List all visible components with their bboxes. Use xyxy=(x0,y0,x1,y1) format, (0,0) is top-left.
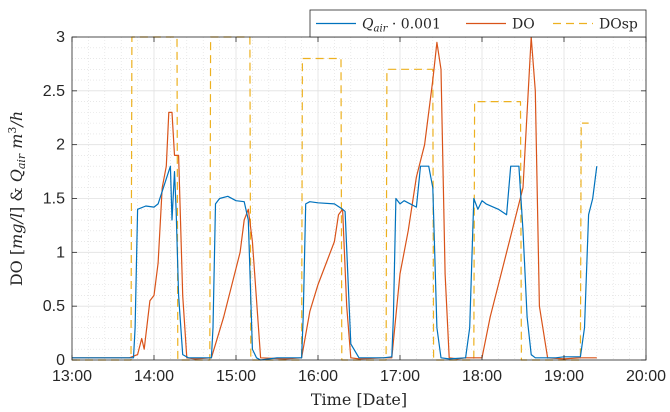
y-title-q-sub: air xyxy=(15,153,28,169)
y-tick-label: 2 xyxy=(56,137,65,154)
y-tick-label: 1.5 xyxy=(43,191,65,208)
y-title-pre: DO [ xyxy=(7,249,26,286)
x-tick-label: 14:00 xyxy=(134,368,174,385)
y-title-q: Q xyxy=(7,169,26,182)
y-title-m: m xyxy=(7,134,26,154)
legend: Qair · 0.001 DO DOsp xyxy=(309,9,647,38)
legend-label-dosp: DOsp xyxy=(599,17,638,33)
x-tick-label: 17:00 xyxy=(380,368,420,385)
y-title-tail: /h xyxy=(7,111,26,129)
y-title-mid: ] & xyxy=(7,182,26,213)
y-tick-label: 0.5 xyxy=(43,298,65,315)
series-dosp-line xyxy=(72,36,589,361)
ticks: 0 0.5 1 1.5 2 2.5 3 13:00 14:00 15:00 16:00 17:00 18… xyxy=(43,29,666,385)
legend-label-qair: Qair · 0.001 xyxy=(362,17,441,35)
series-qair-line xyxy=(72,165,598,361)
y-tick-label: 0 xyxy=(56,352,65,369)
x-tick-label: 19:00 xyxy=(544,368,584,385)
y-axis-title: DO [mg/l] & Qair m3/h xyxy=(6,111,28,286)
y-title-unit: mg/l xyxy=(7,213,26,249)
x-tick-label: 18:00 xyxy=(462,368,502,385)
y-tick-label: 3 xyxy=(56,29,65,46)
y-tick-label: 2.5 xyxy=(43,83,65,100)
series-do-line xyxy=(72,36,597,360)
legend-label-do: DO xyxy=(512,17,535,33)
grid xyxy=(71,36,647,361)
series-layer xyxy=(72,36,598,361)
x-tick-label: 20:00 xyxy=(626,368,666,385)
y-title-m-sup: 3 xyxy=(6,127,19,134)
x-axis-title: Time [Date] xyxy=(311,390,407,409)
x-tick-label: 16:00 xyxy=(298,368,338,385)
y-tick-label: 1 xyxy=(56,244,65,261)
x-tick-label: 15:00 xyxy=(216,368,256,385)
x-tick-label: 13:00 xyxy=(52,368,92,385)
